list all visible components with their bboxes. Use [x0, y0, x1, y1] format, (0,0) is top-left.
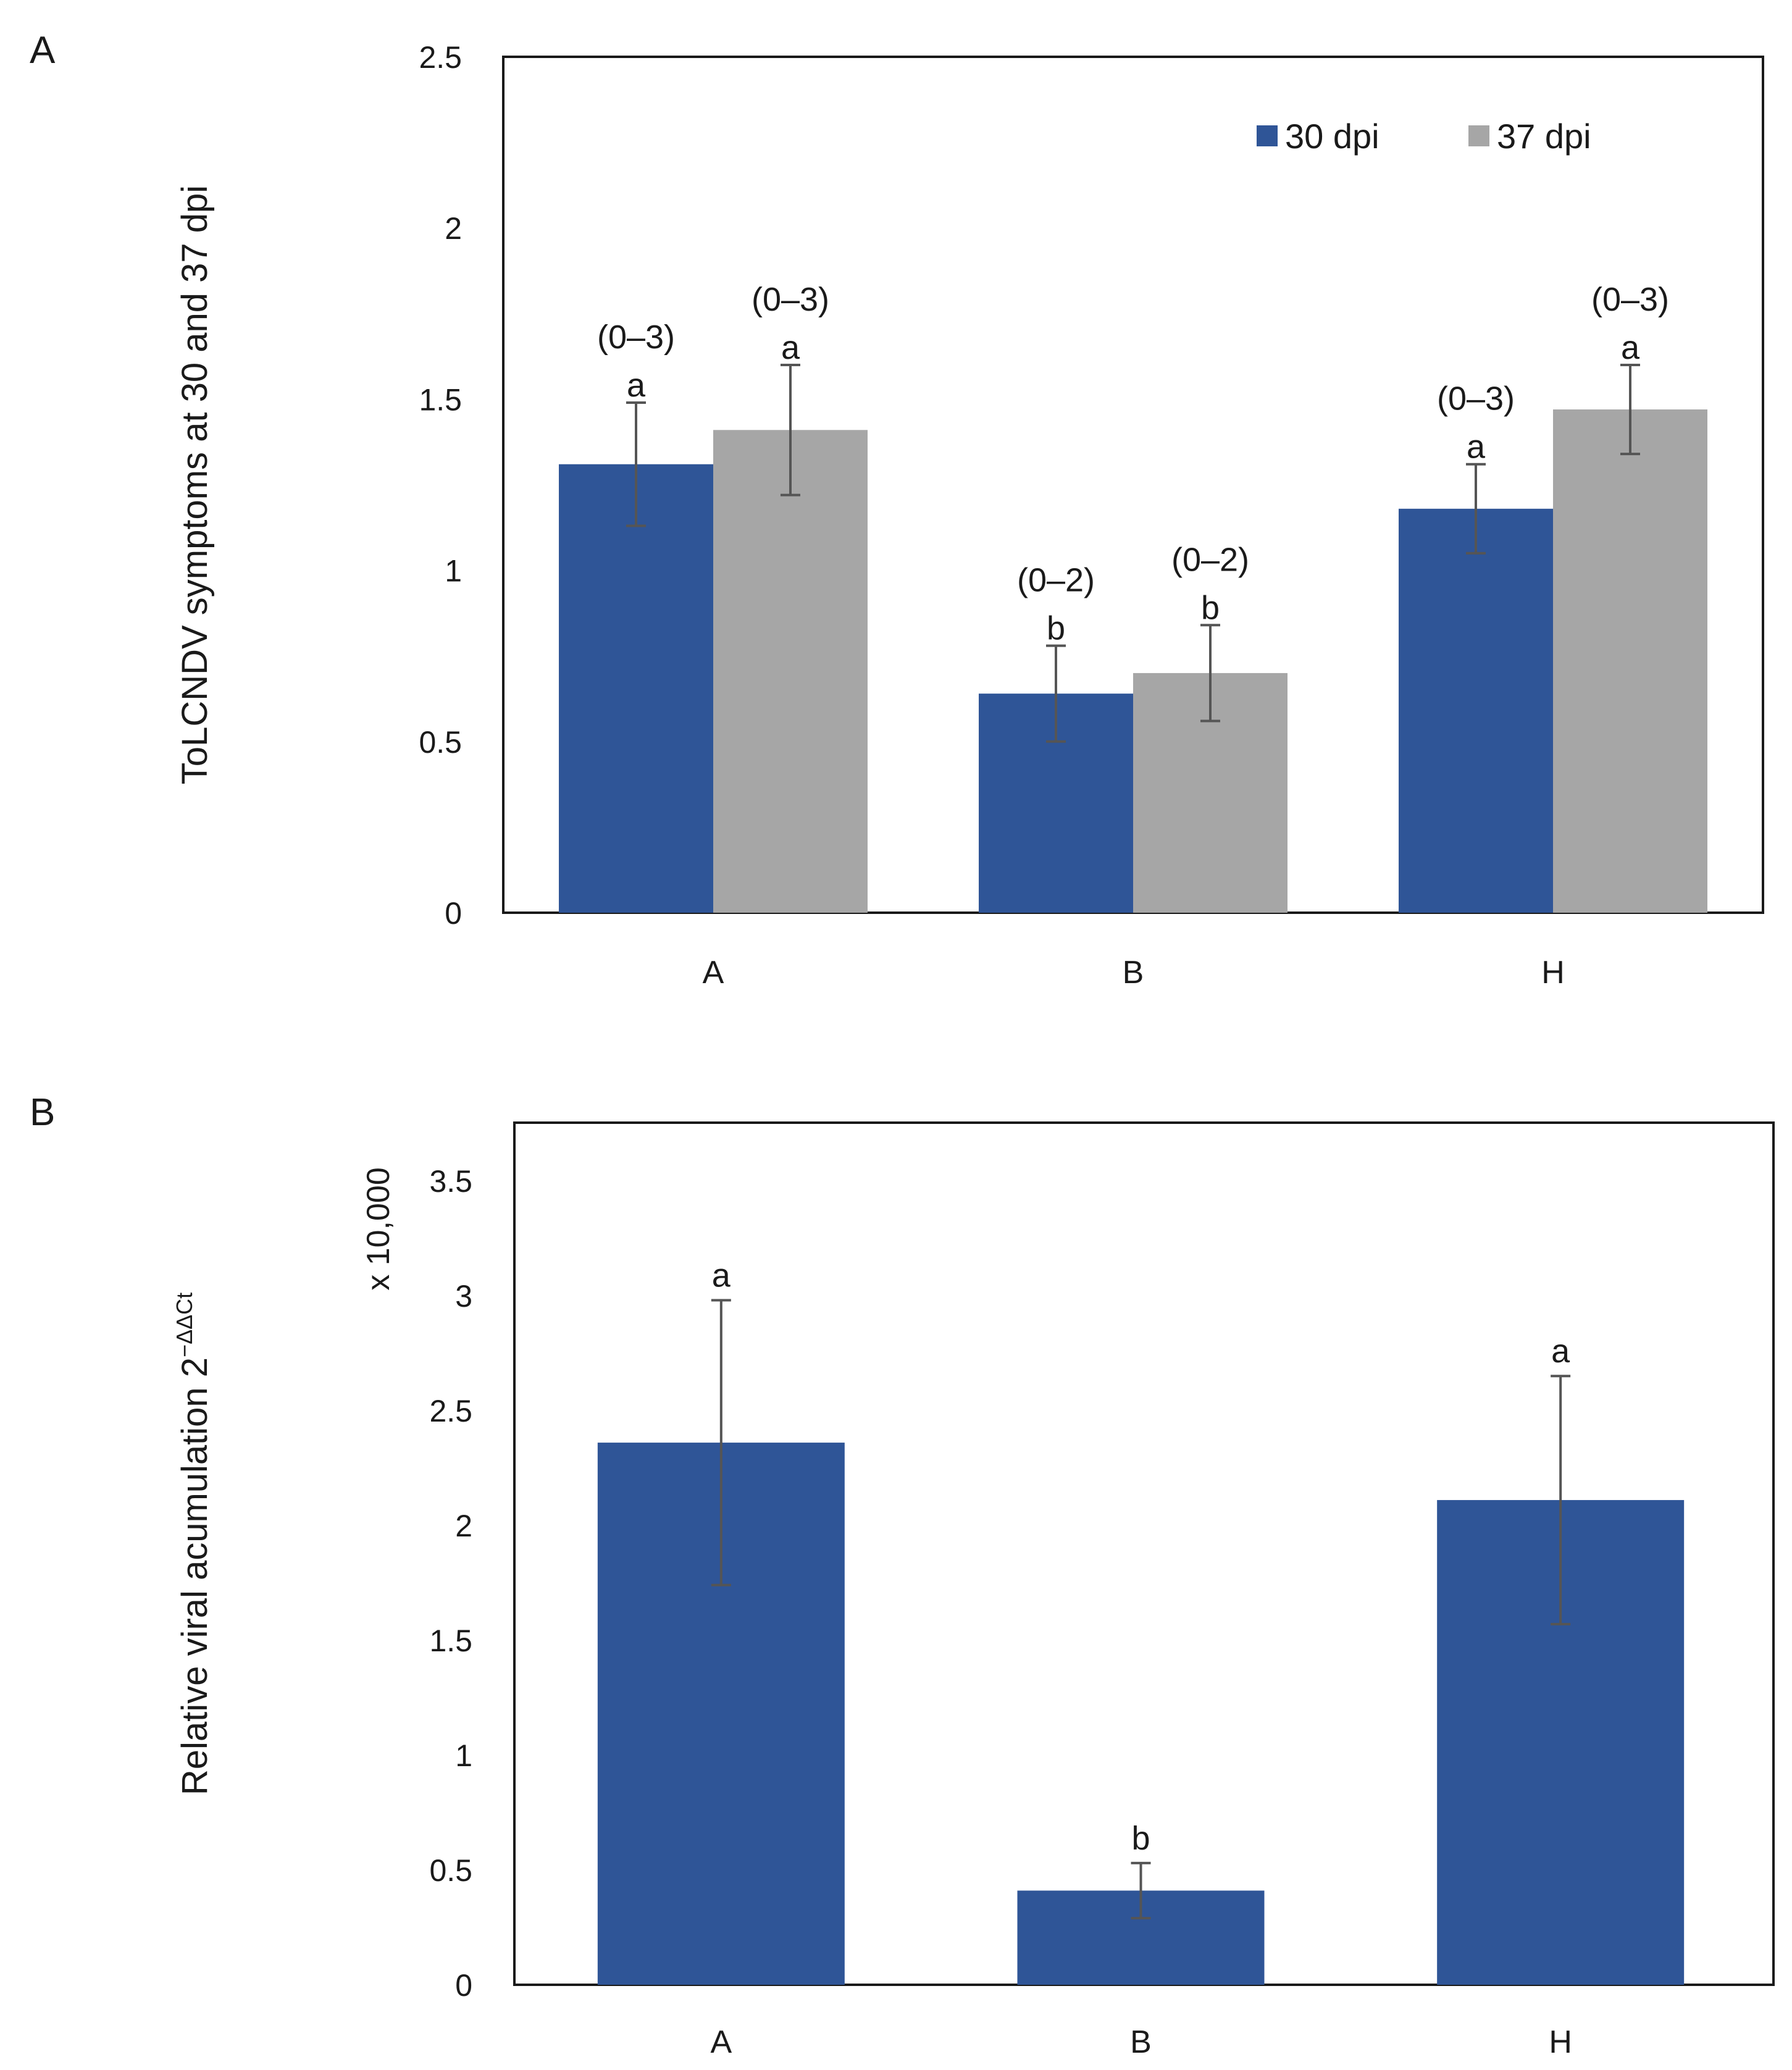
score-range-label: (0–2): [1017, 562, 1095, 599]
y-tick-label: 3: [455, 1279, 472, 1314]
x-tick-label: B: [1130, 2024, 1152, 2060]
bar-30dpi: [1399, 508, 1553, 913]
y-tick-label: 3.5: [429, 1164, 472, 1199]
panel-label-b: B: [30, 1091, 55, 1134]
y-tick-label: 2.5: [429, 1394, 472, 1428]
legend-swatch: [1257, 125, 1278, 146]
significance-letter: a: [627, 367, 646, 404]
chart-b: 0 0.5 1 1.5 2 2.5 3 3.5 Relative viral acumulati…: [172, 1121, 1775, 2060]
score-range-label: (0–2): [1171, 541, 1249, 578]
x-tick-label: B: [1123, 955, 1144, 991]
score-range-label: (0–3): [752, 281, 829, 318]
chart-a: 0 0.5 1 1.5 2 2.5 ToLCNDV symptoms at 30 and 3…: [175, 40, 1764, 991]
significance-letter: a: [1551, 1333, 1570, 1370]
y-tick-label: 1: [445, 554, 462, 589]
legend-label: 37 dpi: [1497, 117, 1591, 156]
significance-letter: b: [1131, 1820, 1150, 1857]
y-axis-title-main: Relative viral acumulation 2: [175, 1357, 215, 1795]
y-tick-label: 0.5: [429, 1853, 472, 1888]
legend-swatch: [1468, 125, 1489, 146]
y-tick-label: 1.5: [429, 1624, 472, 1658]
significance-letter: a: [1467, 429, 1486, 466]
x-tick-label: H: [1549, 2024, 1572, 2060]
panel-label-a: A: [30, 29, 56, 72]
y-tick-label: 1: [455, 1738, 472, 1773]
legend-label: 30 dpi: [1285, 117, 1380, 156]
bar-37dpi: [713, 430, 868, 913]
x-tick-label: A: [703, 955, 724, 991]
x-tick-label: A: [710, 2024, 732, 2060]
significance-letter: b: [1201, 589, 1220, 626]
significance-letter: a: [781, 329, 800, 366]
significance-letter: a: [712, 1257, 731, 1294]
bar-30dpi: [559, 464, 713, 913]
y-tick-label: 2.5: [419, 40, 462, 75]
y-tick-label: 1.5: [419, 382, 462, 417]
y-tick-label: 2: [445, 211, 462, 246]
y-axis-title: ToLCNDV symptoms at 30 and 37 dpi: [175, 185, 215, 784]
y-tick-label: 0.5: [419, 725, 462, 760]
significance-letter: a: [1621, 329, 1640, 366]
significance-letter: b: [1047, 610, 1065, 647]
score-range-label: (0–3): [597, 319, 675, 356]
y-axis-title: Relative viral acumulation 2−ΔΔCt: [172, 1293, 215, 1795]
x-tick-label: H: [1541, 955, 1565, 991]
legend: 30 dpi 37 dpi: [1257, 117, 1591, 156]
score-range-label: (0–3): [1437, 380, 1515, 417]
y-axis-title-superscript: −ΔΔCt: [172, 1293, 197, 1357]
score-range-label: (0–3): [1591, 281, 1669, 318]
y-tick-label: 2: [455, 1509, 472, 1543]
y-axis-multiplier: x 10,000: [361, 1167, 396, 1291]
y-tick-label: 0: [455, 1968, 472, 2003]
bar-37dpi: [1553, 409, 1707, 913]
y-tick-label: 0: [445, 896, 462, 931]
